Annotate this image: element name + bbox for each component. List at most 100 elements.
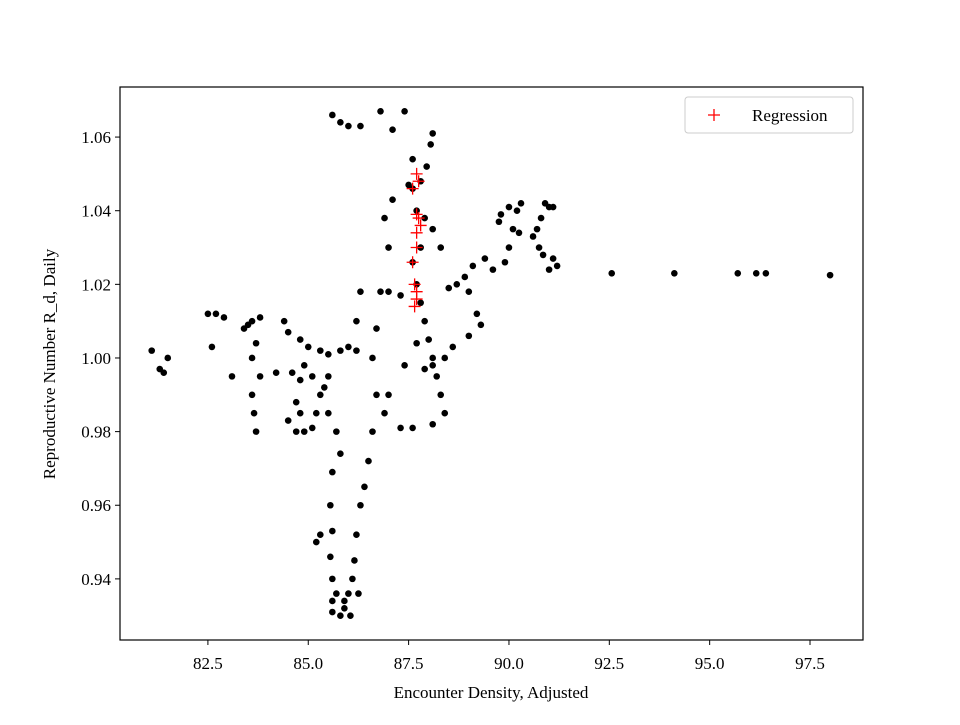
data-point (351, 557, 358, 564)
legend-label: Regression (752, 106, 828, 125)
data-point (423, 163, 430, 170)
data-point (355, 590, 362, 597)
data-point (549, 203, 557, 211)
data-point (329, 575, 336, 583)
data-point (549, 255, 557, 262)
data-point (312, 538, 320, 546)
data-point (433, 373, 441, 380)
data-point (325, 373, 332, 380)
data-point (429, 130, 436, 137)
data-point (505, 244, 513, 251)
data-point (405, 181, 412, 189)
data-point (441, 409, 449, 417)
data-point (377, 107, 384, 115)
data-point (345, 590, 352, 597)
data-point (317, 347, 324, 354)
data-point (300, 362, 308, 369)
data-point (296, 336, 304, 343)
data-point (248, 317, 256, 325)
data-point (329, 468, 336, 476)
data-point (317, 531, 324, 539)
data-point (541, 200, 549, 207)
data-point (337, 450, 344, 458)
data-point (325, 409, 332, 417)
data-point (353, 347, 360, 354)
data-point (425, 336, 432, 343)
data-point (429, 354, 436, 362)
data-point (325, 350, 332, 358)
data-point (501, 258, 509, 266)
data-point (312, 409, 320, 417)
data-point (461, 273, 469, 281)
data-point (329, 608, 336, 616)
y-tick-label: 0.96 (81, 496, 111, 515)
data-point (465, 288, 473, 296)
data-point (427, 141, 434, 148)
data-point (317, 391, 324, 399)
data-point (248, 391, 256, 399)
data-point (409, 424, 416, 432)
x-tick-label: 92.5 (594, 654, 624, 673)
y-axis-label: Reproductive Number R_d, Daily (40, 248, 59, 479)
data-point (252, 428, 260, 435)
data-point (288, 369, 296, 377)
plot-frame (119, 86, 864, 641)
regression-point (410, 241, 423, 254)
x-tick-label: 97.5 (795, 654, 825, 673)
regression-point (408, 278, 421, 291)
data-point (369, 354, 376, 362)
data-point (373, 391, 380, 399)
regression-point (414, 219, 427, 232)
x-tick-label: 85.0 (293, 654, 323, 673)
data-point (385, 244, 392, 251)
data-point (469, 262, 477, 270)
data-point (329, 527, 336, 535)
data-point (240, 325, 248, 332)
data-point (389, 196, 396, 203)
data-point (465, 332, 473, 340)
regression-point (408, 300, 421, 313)
data-point (292, 428, 300, 435)
data-point (333, 590, 340, 597)
data-point (272, 369, 280, 377)
x-tick-label: 90.0 (494, 654, 524, 673)
data-point (357, 501, 364, 509)
y-tick-label: 1.02 (81, 275, 111, 294)
data-point (397, 424, 404, 432)
data-point (256, 373, 264, 380)
data-point (250, 409, 258, 417)
data-point (284, 417, 292, 424)
data-point (489, 266, 497, 273)
x-axis-label: Encounter Density, Adjusted (394, 683, 589, 702)
y-tick-label: 1.00 (81, 349, 111, 368)
data-point (337, 612, 344, 620)
data-point (495, 218, 503, 226)
data-point (397, 292, 404, 299)
data-point (308, 424, 316, 432)
data-point (539, 251, 547, 259)
data-point (734, 269, 742, 277)
data-point (445, 284, 453, 292)
data-point (762, 269, 770, 277)
x-tick-label: 87.5 (394, 654, 424, 673)
data-point (329, 111, 336, 119)
data-point (535, 244, 543, 251)
data-point (437, 244, 445, 251)
data-point (164, 354, 172, 362)
data-point (481, 255, 489, 262)
x-tick-label: 82.5 (193, 654, 223, 673)
data-point (545, 266, 553, 273)
data-point (280, 317, 288, 325)
regression-point (410, 226, 423, 239)
data-point (529, 233, 537, 240)
data-point (361, 483, 368, 491)
data-point (208, 343, 216, 351)
data-point (752, 269, 760, 277)
x-tick-label: 95.0 (695, 654, 725, 673)
data-point (449, 343, 457, 351)
regression-point (406, 256, 419, 269)
data-point (212, 310, 220, 318)
data-point (381, 214, 388, 222)
data-point (256, 314, 264, 321)
data-point (345, 343, 352, 351)
